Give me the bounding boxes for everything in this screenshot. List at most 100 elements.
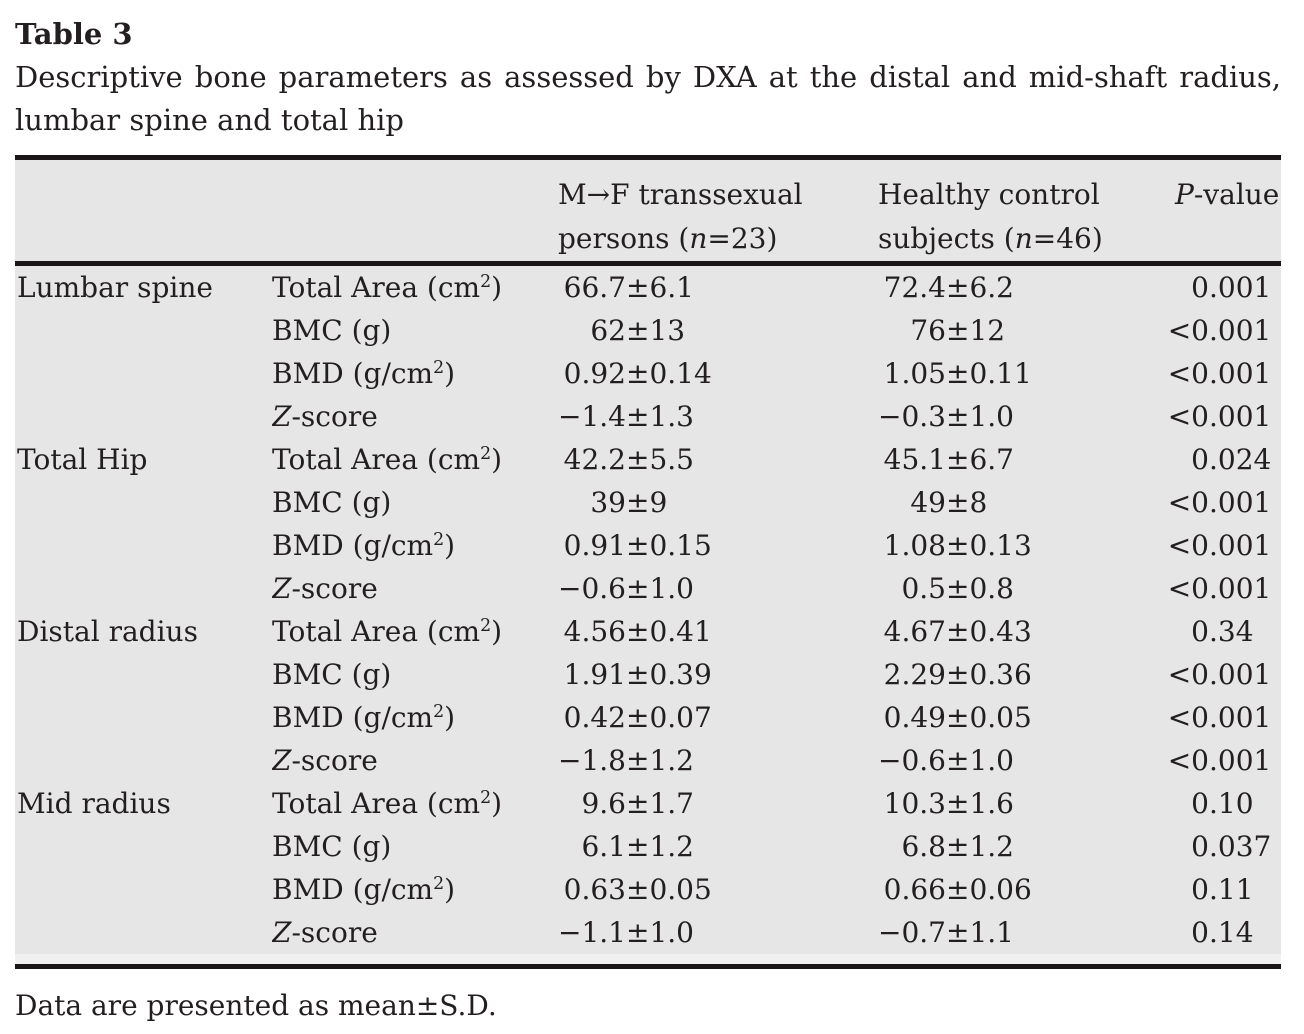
parameter-cell: Total Area (cm2) — [272, 787, 503, 820]
control-value-cell: 0.66 ±0.06 — [883, 873, 1032, 906]
p-value-cell: <0.001 — [1167, 529, 1272, 562]
table-footnote: Data are presented as mean±S.D. — [15, 989, 497, 1022]
site-cell — [15, 524, 272, 567]
parameter-cell: BMD (g/cm2) — [272, 357, 456, 390]
spacer-cell — [15, 954, 1281, 967]
parameter-cell: Z-score — [272, 916, 378, 949]
p-value-cell: 0.10 — [1191, 787, 1254, 820]
control-value-cell: −0.6 ±1.0 — [878, 744, 1014, 777]
parameter-cell: BMD (g/cm2) — [272, 529, 456, 562]
header-control-group: Healthy control subjects (n=46) — [878, 157, 1161, 266]
site-cell: Total Hip — [17, 443, 148, 476]
p-value-cell: 0.11 — [1191, 873, 1254, 906]
site-cell — [15, 868, 272, 911]
site-cell — [15, 395, 272, 438]
site-cell — [15, 481, 272, 524]
transsexual-value-cell: −1.4 ±1.3 — [558, 400, 694, 433]
p-value-cell: <0.001 — [1167, 744, 1272, 777]
header-transsexual-group: M→F transsexual persons (n=23) — [558, 157, 878, 266]
table-row: BMD (g/cm2) 0.42 ±0.07 0.49 ±0.05 <0.001 — [15, 696, 1281, 739]
p-value-cell: <0.001 — [1167, 400, 1272, 433]
transsexual-value-cell: −1.1 ±1.0 — [558, 916, 694, 949]
control-value-cell: 1.05 ±0.11 — [883, 357, 1032, 390]
p-value-cell: 0.024 — [1191, 443, 1272, 476]
table-row: BMC (g) 39 ±9 49 ±8 <0.001 — [15, 481, 1281, 524]
transsexual-value-cell: 6.1 ±1.2 — [581, 830, 694, 863]
site-cell: Mid radius — [17, 787, 171, 820]
transsexual-value-cell: −0.6 ±1.0 — [558, 572, 694, 605]
control-value-cell: 0.5 ±0.8 — [901, 572, 1014, 605]
header-control-line2: subjects (n=46) — [878, 222, 1103, 255]
p-value-cell: 0.14 — [1191, 916, 1254, 949]
table-row: Z-score −1.4 ±1.3 −0.3 ±1.0 <0.001 — [15, 395, 1281, 438]
parameter-cell: Total Area (cm2) — [272, 615, 503, 648]
table-caption: Descriptive bone parameters as assessed … — [15, 60, 1281, 137]
header-row: M→F transsexual persons (n=23) Healthy c… — [15, 157, 1281, 266]
control-value-cell: 10.3 ±1.6 — [883, 787, 1014, 820]
header-transsexual-line1: M→F transsexual — [558, 178, 803, 211]
table-row: BMC (g) 6.1 ±1.2 6.8 ±1.2 0.037 — [15, 825, 1281, 868]
transsexual-value-cell: 62 ±13 — [590, 314, 686, 347]
control-value-cell: −0.3 ±1.0 — [878, 400, 1014, 433]
site-cell: Distal radius — [17, 615, 198, 648]
p-value-cell: 0.001 — [1191, 271, 1272, 304]
parameter-cell: Z-score — [272, 744, 378, 777]
table-row: Mid radius Total Area (cm2) 9.6 ±1.7 10.3 ±1.… — [15, 782, 1281, 825]
parameter-cell: BMC (g) — [272, 314, 392, 347]
transsexual-value-cell: 0.92 ±0.14 — [563, 357, 712, 390]
n-variable: n — [689, 222, 708, 255]
site-cell — [15, 567, 272, 610]
site-cell — [15, 653, 272, 696]
table-row: BMC (g) 1.91 ±0.39 2.29 ±0.36 <0.001 — [15, 653, 1281, 696]
transsexual-value-cell: 1.91 ±0.39 — [563, 658, 712, 691]
transsexual-value-cell: 42.2 ±5.5 — [563, 443, 694, 476]
p-value-cell: <0.001 — [1167, 572, 1272, 605]
p-value-cell: 0.037 — [1191, 830, 1272, 863]
control-value-cell: −0.7 ±1.1 — [878, 916, 1014, 949]
header-parameter-blank — [272, 157, 558, 266]
site-cell — [15, 825, 272, 868]
header-transsexual-line2: persons (n=23) — [558, 222, 778, 255]
n-variable: n — [1014, 222, 1033, 255]
site-cell — [15, 309, 272, 352]
site-cell — [15, 696, 272, 739]
site-cell: Lumbar spine — [17, 271, 213, 304]
table-row: Z-score −0.6 ±1.0 0.5 ±0.8 <0.001 — [15, 567, 1281, 610]
transsexual-value-cell: 4.56 ±0.41 — [563, 615, 712, 648]
table-row: Z-score −1.8 ±1.2 −0.6 ±1.0 <0.001 — [15, 739, 1281, 782]
parameter-cell: BMC (g) — [272, 658, 392, 691]
p-value-cell: <0.001 — [1167, 314, 1272, 347]
parameter-cell: BMC (g) — [272, 486, 392, 519]
table-row: BMD (g/cm2) 0.92 ±0.14 1.05 ±0.11 <0.001 — [15, 352, 1281, 395]
table-body: Lumbar spine Total Area (cm2) 66.7 ±6.1 72.4… — [15, 264, 1281, 955]
parameter-cell: Total Area (cm2) — [272, 271, 503, 304]
parameter-cell: BMD (g/cm2) — [272, 873, 456, 906]
parameter-cell: Z-score — [272, 400, 378, 433]
control-value-cell: 2.29 ±0.36 — [883, 658, 1032, 691]
parameter-cell: Z-score — [272, 572, 378, 605]
header-control-line1: Healthy control — [878, 178, 1100, 211]
control-value-cell: 4.67 ±0.43 — [883, 615, 1032, 648]
table-header: M→F transsexual persons (n=23) Healthy c… — [15, 157, 1281, 266]
transsexual-value-cell: 0.63 ±0.05 — [563, 873, 712, 906]
transsexual-value-cell: 9.6 ±1.7 — [581, 787, 694, 820]
table-row: Distal radius Total Area (cm2) 4.56 ±0.41 4.… — [15, 610, 1281, 653]
parameter-cell: BMC (g) — [272, 830, 392, 863]
transsexual-value-cell: 66.7 ±6.1 — [563, 271, 694, 304]
p-value-cell: <0.001 — [1167, 357, 1272, 390]
control-value-cell: 0.49 ±0.05 — [883, 701, 1032, 734]
control-value-cell: 6.8 ±1.2 — [901, 830, 1014, 863]
control-value-cell: 76 ±12 — [910, 314, 1006, 347]
spacer-row — [15, 954, 1281, 967]
transsexual-value-cell: 0.42 ±0.07 — [563, 701, 712, 734]
table-row: BMD (g/cm2) 0.91 ±0.15 1.08 ±0.13 <0.001 — [15, 524, 1281, 567]
transsexual-value-cell: 39 ±9 — [590, 486, 668, 519]
table-row: Total Hip Total Area (cm2) 42.2 ±5.5 45.1 ±6.… — [15, 438, 1281, 481]
transsexual-value-cell: −1.8 ±1.2 — [558, 744, 694, 777]
control-value-cell: 49 ±8 — [910, 486, 988, 519]
p-variable: P — [1175, 178, 1194, 211]
p-value-cell: <0.001 — [1167, 701, 1272, 734]
table-row: Lumbar spine Total Area (cm2) 66.7 ±6.1 72.4… — [15, 264, 1281, 310]
p-value-cell: 0.34 — [1191, 615, 1254, 648]
